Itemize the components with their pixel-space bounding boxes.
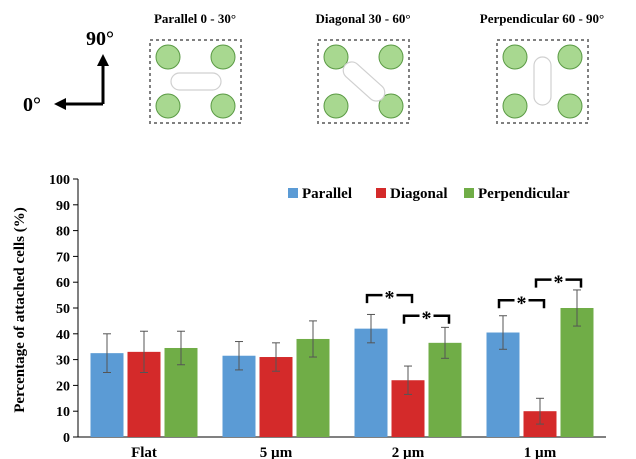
axis-label-90: 90° xyxy=(86,28,114,50)
bar xyxy=(354,328,388,437)
bar xyxy=(560,308,594,437)
y-axis-label: Percentage of attached cells (%) xyxy=(12,207,28,412)
y-tick-label: 0 xyxy=(63,431,70,446)
significance-gap xyxy=(551,270,566,285)
y-tick-label: 90 xyxy=(56,199,70,214)
panel-parallel: Parallel 0 - 30° xyxy=(149,11,242,124)
legend-swatch xyxy=(464,188,474,198)
legend-swatch xyxy=(376,188,386,198)
y-tick-label: 50 xyxy=(56,302,70,317)
y-tick-label: 70 xyxy=(56,250,70,265)
y-tick-label: 40 xyxy=(56,328,70,343)
pillar xyxy=(557,93,583,119)
pillar xyxy=(155,93,181,119)
y-tick-label: 100 xyxy=(49,173,70,188)
orientation-indicator: 90° 0° xyxy=(23,28,114,116)
axis-label-0: 0° xyxy=(23,94,41,116)
cell-shape xyxy=(533,56,552,106)
significance-label: * xyxy=(554,272,564,294)
legend-label: Diagonal xyxy=(390,186,448,202)
significance-label: * xyxy=(385,287,395,309)
x-tick-label: 5 µm xyxy=(260,445,293,459)
significance-label: * xyxy=(422,308,432,330)
pillar xyxy=(210,44,236,70)
y-tick-label: 30 xyxy=(56,354,70,369)
pillar xyxy=(502,93,528,119)
panel-border xyxy=(317,39,410,124)
x-tick-label: 1 µm xyxy=(524,445,557,459)
panel-title-diagonal: Diagonal 30 - 60° xyxy=(315,11,410,26)
panel-diagonal: Diagonal 30 - 60° xyxy=(315,11,411,124)
cell-shape xyxy=(170,72,222,91)
panel-border xyxy=(149,39,242,124)
x-tick-label: 2 µm xyxy=(392,445,425,459)
panel-perpendicular: Perpendicular 60 - 90° xyxy=(480,11,604,124)
panel-title-parallel: Parallel 0 - 30° xyxy=(154,11,236,26)
significance-gap xyxy=(382,286,397,301)
pillar xyxy=(502,44,528,70)
significance-gap xyxy=(419,306,434,321)
x-tick-label: Flat xyxy=(131,445,157,459)
y-tick-label: 80 xyxy=(56,225,70,240)
y-tick-label: 10 xyxy=(56,405,70,420)
pillar xyxy=(210,93,236,119)
legend-swatch xyxy=(288,188,298,198)
legend-label: Parallel xyxy=(302,186,352,202)
pillar xyxy=(378,44,404,70)
panel-border xyxy=(496,39,589,124)
pillar xyxy=(557,44,583,70)
bar xyxy=(486,332,520,437)
bar-chart: 0 10 20 30 40 50 60 70 80 90 100 Flat 5 µm 2 µm 1 µm * *… xyxy=(49,173,606,459)
cell-shape xyxy=(342,61,386,102)
pillar xyxy=(155,44,181,70)
pillar xyxy=(378,93,404,119)
significance-gap xyxy=(514,291,529,306)
y-tick-label: 20 xyxy=(56,379,70,394)
legend-label: Perpendicular xyxy=(478,186,570,202)
significance-label: * xyxy=(517,292,527,314)
pillar xyxy=(323,44,349,70)
panel-title-perpendicular: Perpendicular 60 - 90° xyxy=(480,11,604,26)
pillar xyxy=(323,93,349,119)
y-tick-label: 60 xyxy=(56,276,70,291)
